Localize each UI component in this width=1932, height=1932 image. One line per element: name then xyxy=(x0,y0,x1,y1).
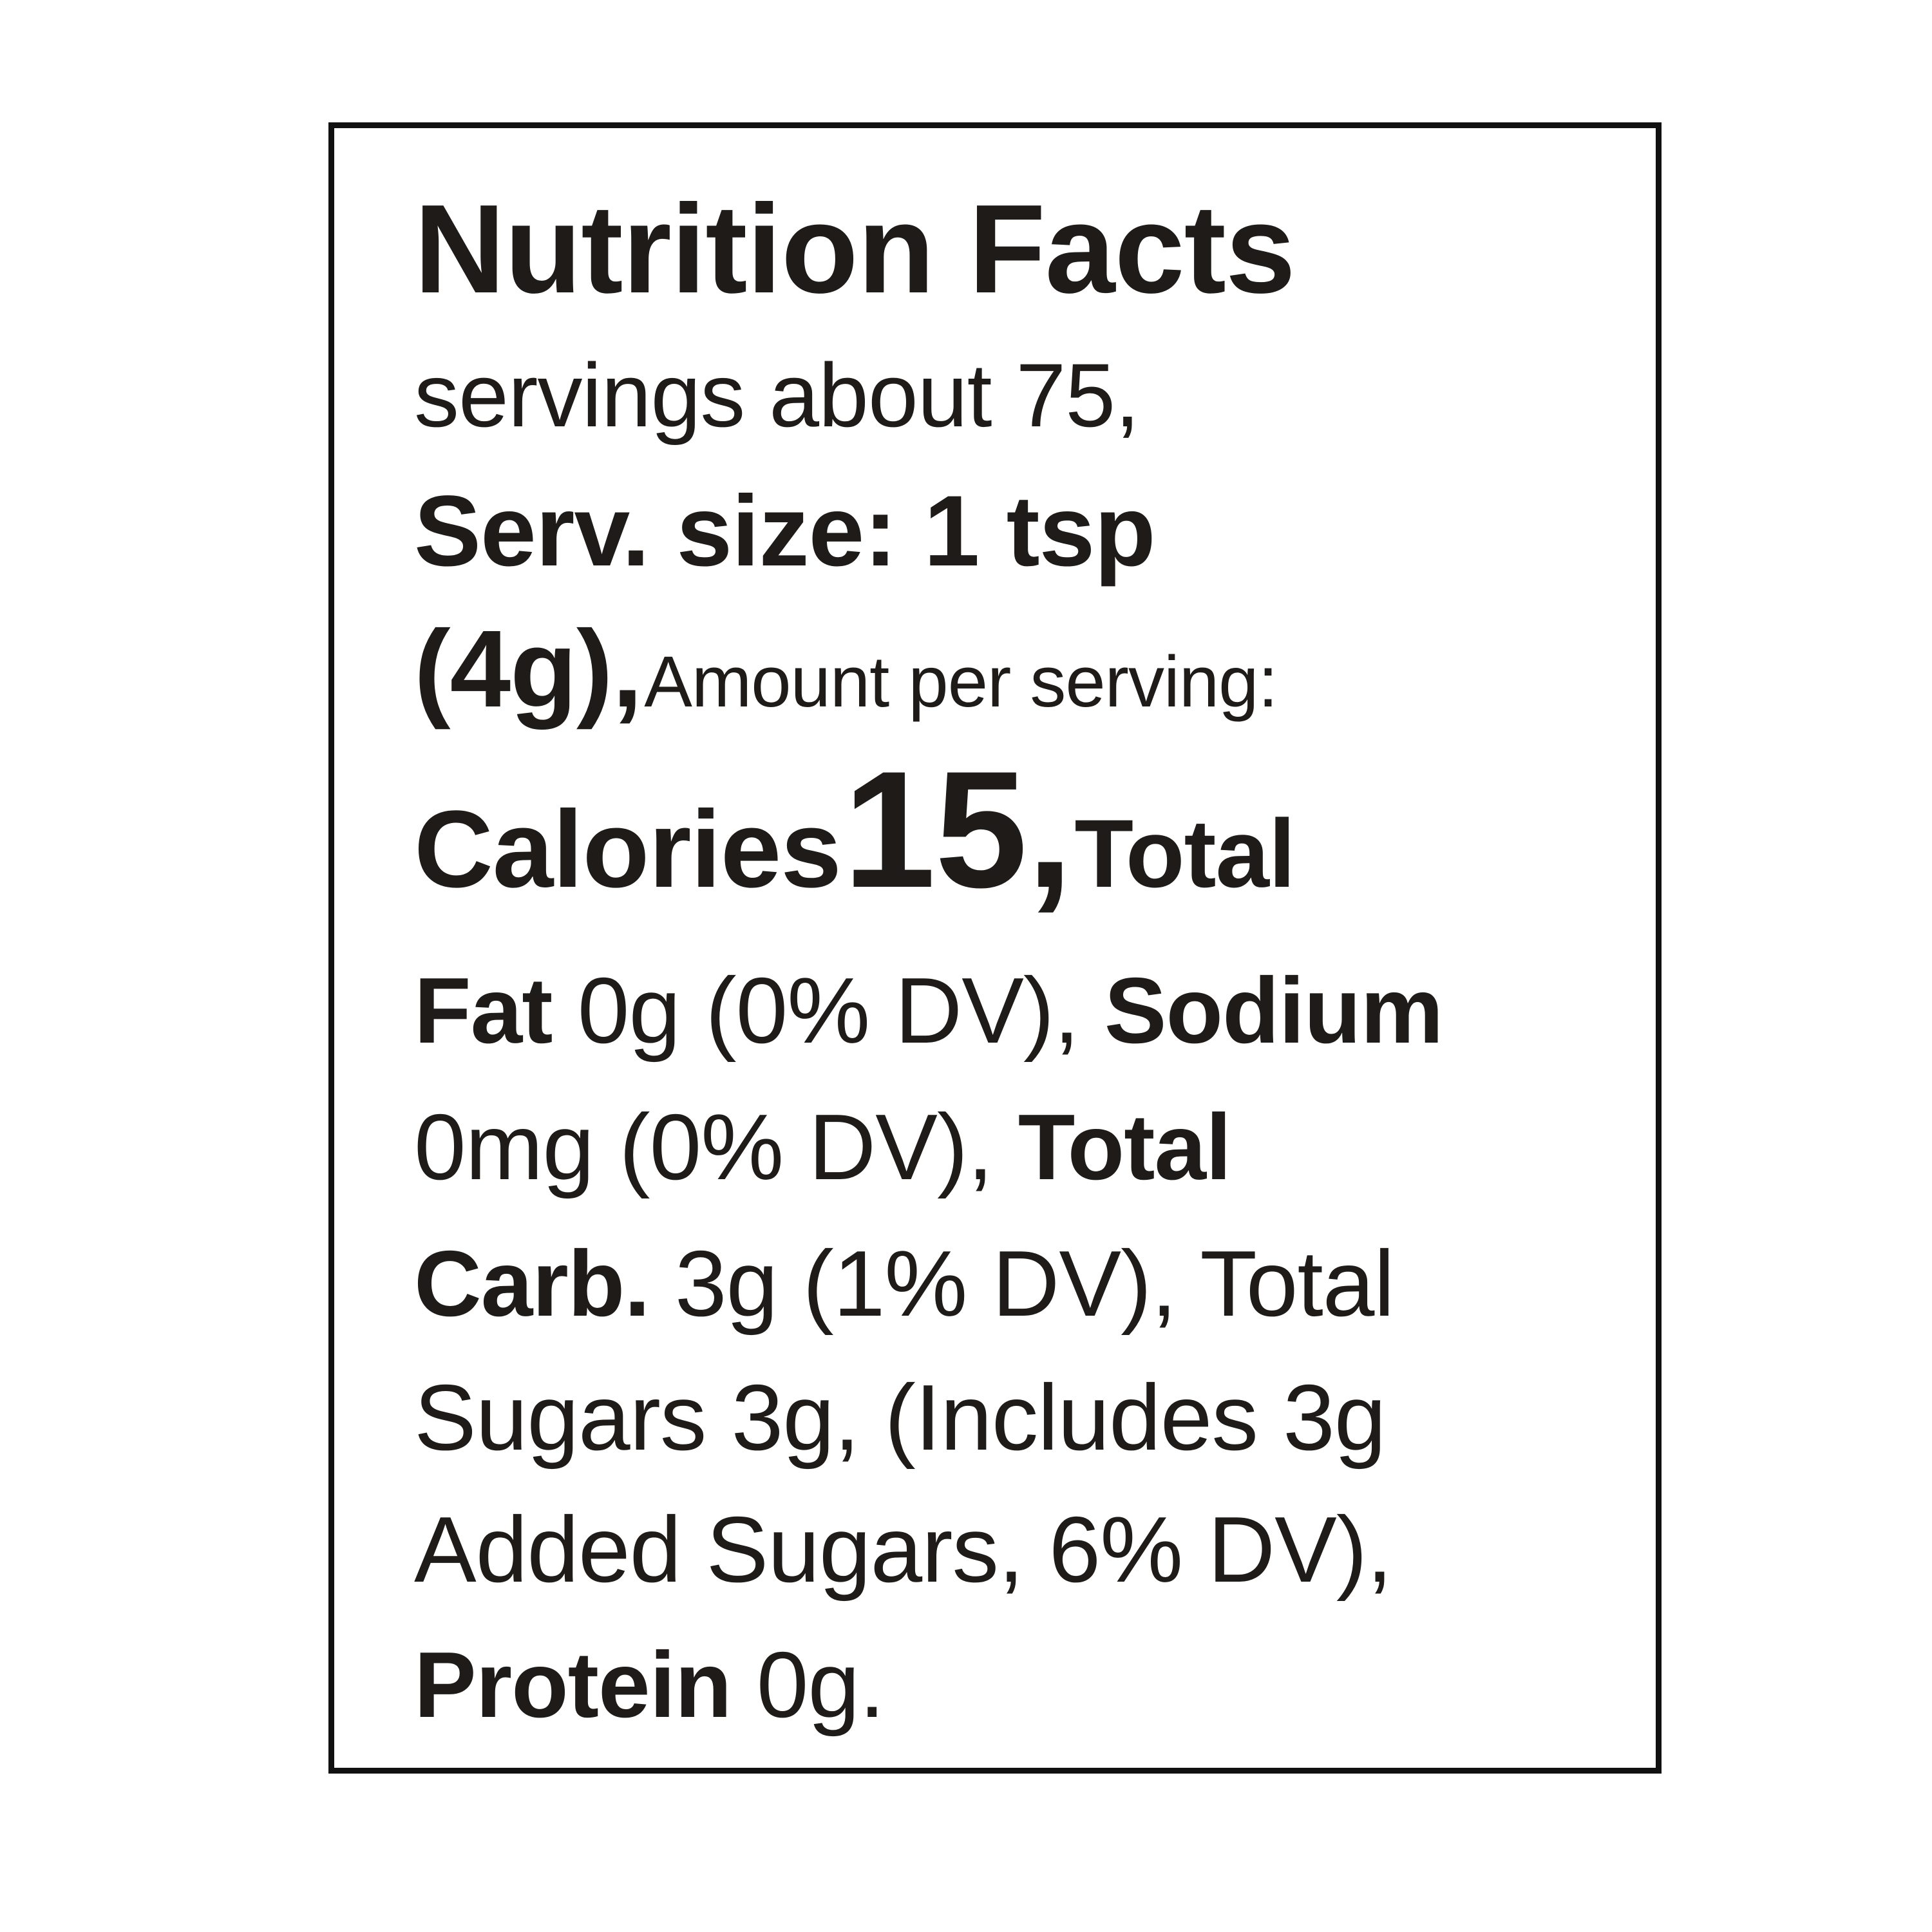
carb-value: 3g (1% DV), Total xyxy=(674,1231,1395,1336)
protein-value: 0g. xyxy=(756,1633,886,1737)
carb-line: Carb. 3g (1% DV), Total xyxy=(414,1237,1395,1331)
sodium-label: Sodium xyxy=(1104,958,1444,1063)
carb-label: Carb. xyxy=(414,1231,650,1336)
fat-value: 0g (0% DV), xyxy=(577,958,1080,1063)
sugars-line: Sugars 3g, (Includes 3g xyxy=(414,1365,1386,1470)
sodium-value: 0mg (0% DV), xyxy=(414,1095,993,1199)
fat-sodium-line: Fat 0g (0% DV), Sodium xyxy=(414,964,1443,1057)
calories-line: Calories 15, Total xyxy=(414,746,1296,913)
added-sugars-line: Added Sugars, 6% DV), xyxy=(414,1497,1392,1602)
protein-label: Protein xyxy=(414,1633,732,1737)
serving-size-line: Serv. size: 1 tsp xyxy=(414,475,1156,587)
serving-grams: (4g), xyxy=(414,608,643,730)
serving-grams-line: (4g), Amount per serving: xyxy=(414,614,1278,724)
label-title: Nutrition Facts xyxy=(414,178,1296,319)
fat-label: Fat xyxy=(414,958,553,1063)
amount-per-serving: Amount per serving: xyxy=(644,641,1278,722)
servings-line: servings about 75, xyxy=(414,345,1140,446)
nutrition-facts-panel: Nutrition Facts servings about 75, Serv.… xyxy=(328,122,1662,1774)
calories-label: Calories xyxy=(414,788,842,911)
sodium-total-line: 0mg (0% DV), Total xyxy=(414,1101,1231,1194)
calories-value: 15, xyxy=(843,736,1073,922)
total-fat-label-start: Total xyxy=(1074,799,1295,907)
total-carb-label-start: Total xyxy=(1018,1095,1232,1199)
protein-line: Protein 0g. xyxy=(414,1638,885,1732)
